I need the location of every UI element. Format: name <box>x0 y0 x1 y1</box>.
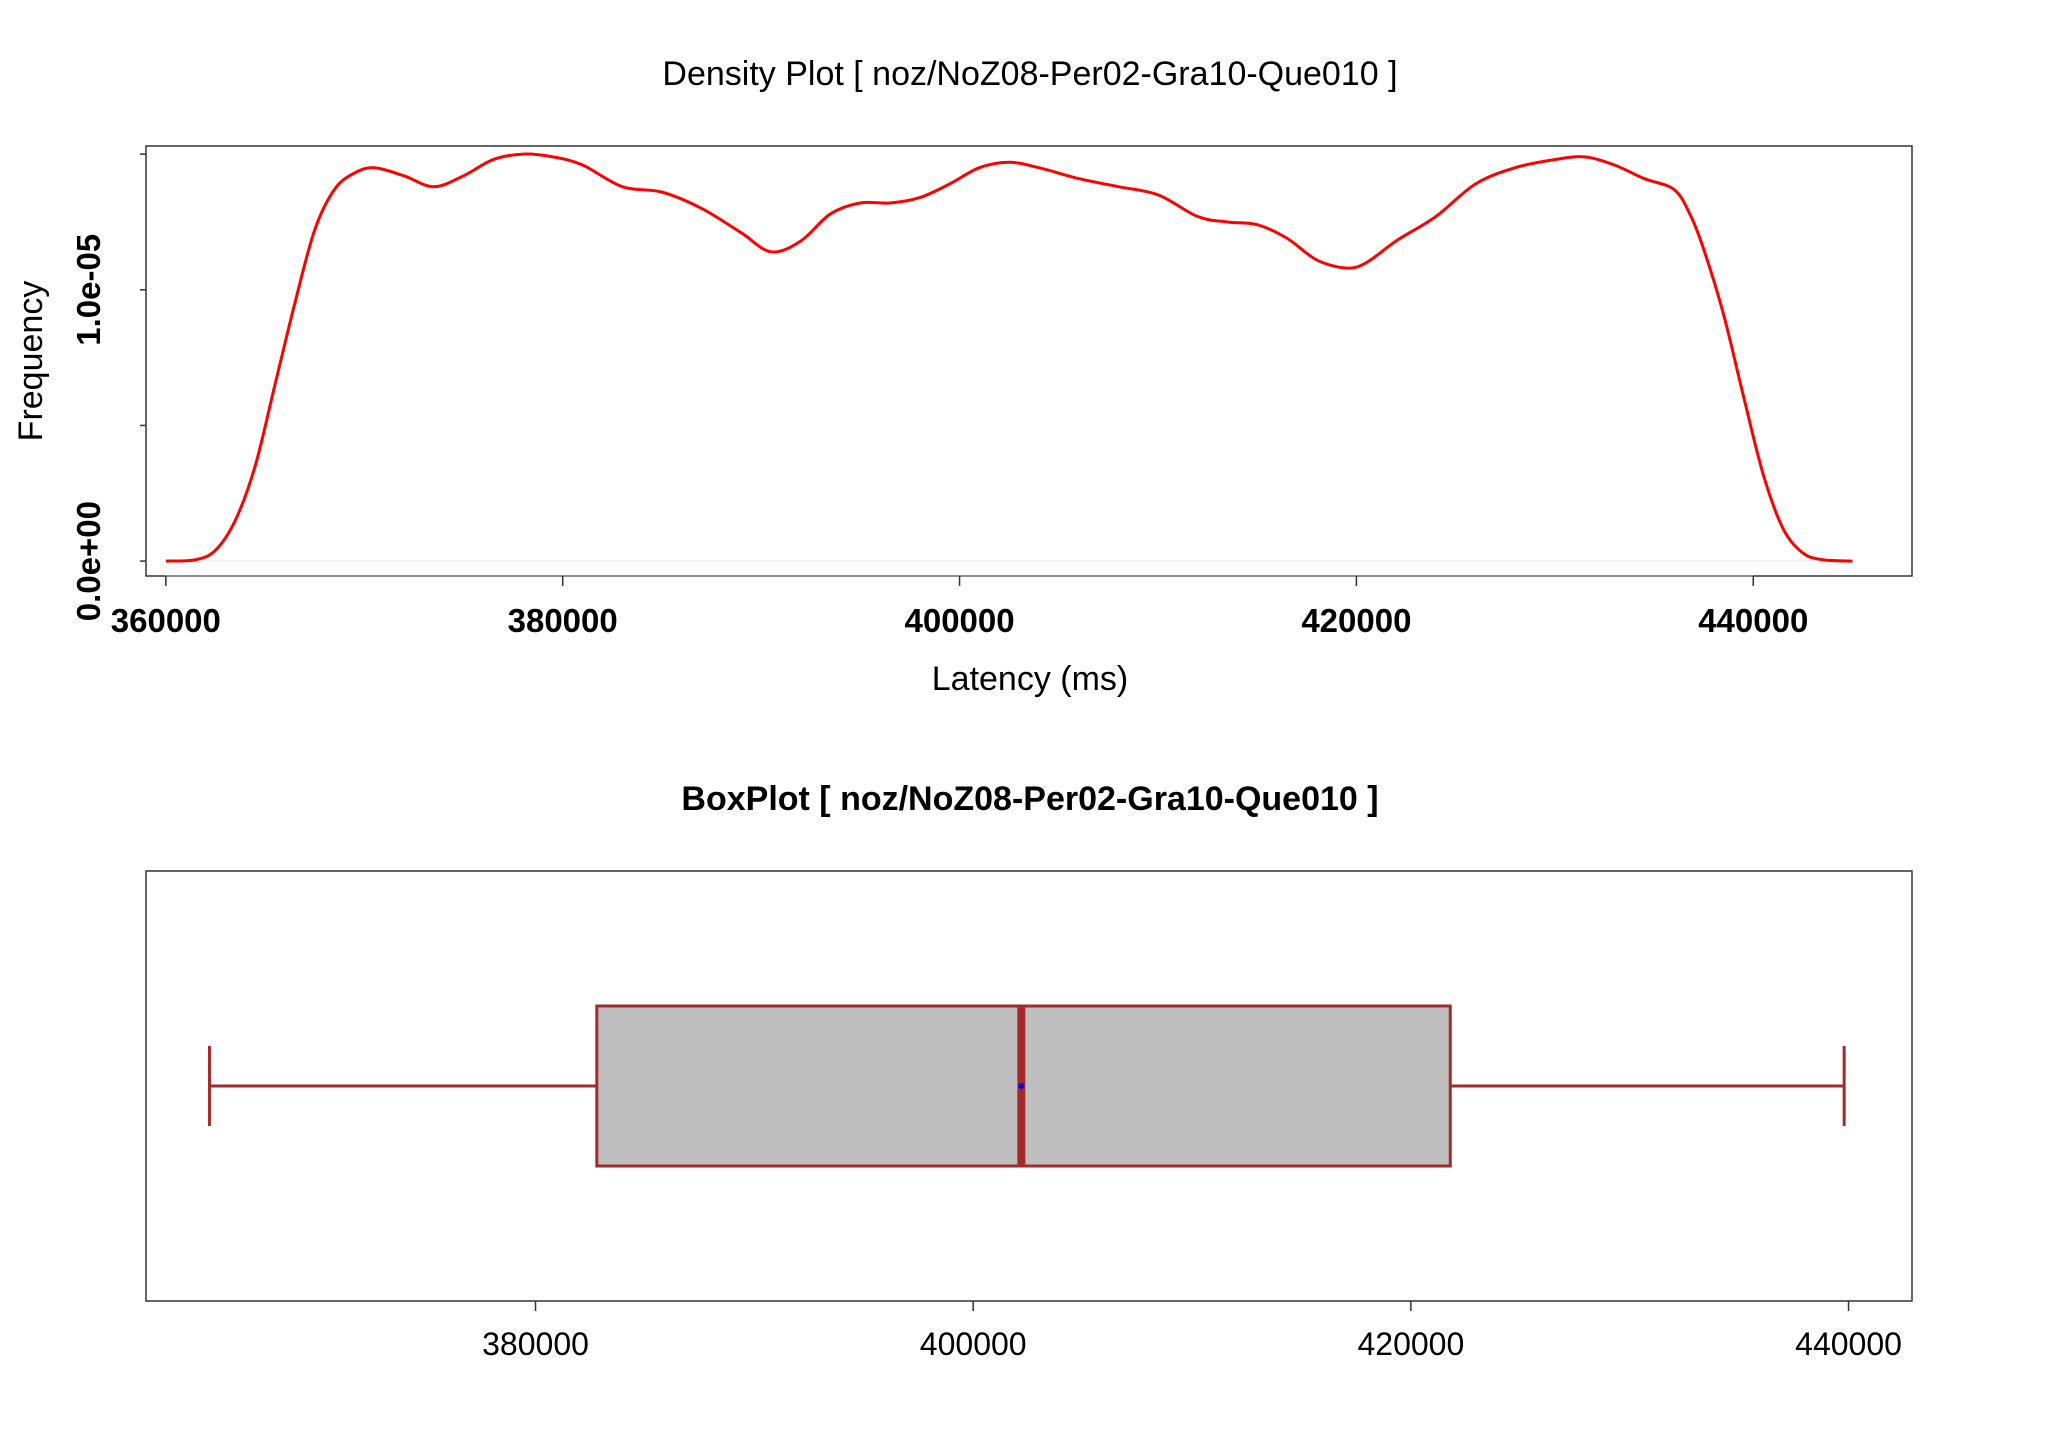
mean-point <box>1018 1083 1025 1089</box>
box-x-tick-label: 380000 <box>482 1326 589 1362</box>
density-x-tick-label: 400000 <box>904 602 1014 639</box>
density-plot-frame <box>145 145 1913 577</box>
box-glyph <box>207 1004 1846 1168</box>
density-curve <box>165 152 1853 563</box>
density-series <box>165 152 1853 563</box>
density-x-axis: 360000 380000 400000 420000 440000 <box>111 575 1808 639</box>
density-x-tick-label: 420000 <box>1301 602 1411 639</box>
density-x-tick-label: 440000 <box>1698 602 1808 639</box>
box-x-tick-label: 400000 <box>920 1326 1027 1362</box>
box-title: BoxPlot [ noz/NoZ08-Per02-Gra10-Que010 ] <box>681 780 1378 818</box>
density-title: Density Plot [ noz/NoZ08-Per02-Gra10-Que… <box>662 55 1397 93</box>
density-y-axis: 0.0e+00 1.0e-05 <box>70 153 146 621</box>
density-y-tick-label: 1.0e-05 <box>70 234 107 346</box>
density-x-tick-label: 360000 <box>111 602 221 639</box>
box-x-tick-label: 440000 <box>1795 1326 1902 1362</box>
box-panel: BoxPlot [ noz/NoZ08-Per02-Gra10-Que010 ]… <box>145 780 1913 1362</box>
box-x-axis: 380000 400000 420000 440000 <box>482 1301 1902 1362</box>
density-y-axis-label: Frequency <box>12 281 50 442</box>
density-y-tick-label: 0.0e+00 <box>70 501 107 621</box>
density-x-axis-label: Latency (ms) <box>932 660 1129 698</box>
box-x-tick-label: 420000 <box>1357 1326 1464 1362</box>
density-panel: Density Plot [ noz/NoZ08-Per02-Gra10-Que… <box>12 55 1913 698</box>
box-plot-frame <box>145 870 1913 1302</box>
density-x-tick-label: 380000 <box>508 602 618 639</box>
